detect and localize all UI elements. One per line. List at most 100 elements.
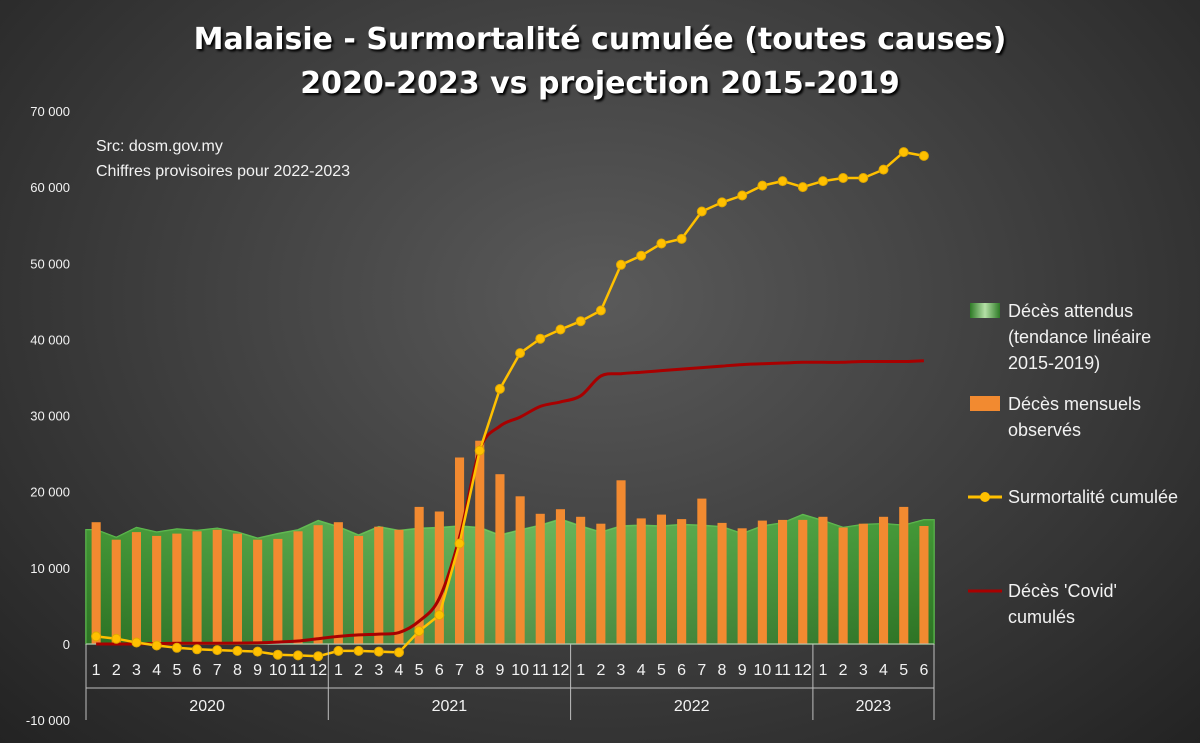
excess-mortality-point (313, 651, 324, 662)
covid-deaths-line (96, 359, 924, 646)
x-month-label: 7 (697, 662, 706, 679)
y-axis: -10 000 0 10 000 20 000 30 000 40 000 50 000 60… (26, 104, 70, 728)
x-month-label: 2 (112, 662, 121, 679)
x-month-label: 6 (677, 662, 686, 679)
x-month-label: 1 (576, 662, 585, 679)
observed-bar (111, 539, 121, 644)
excess-mortality-point (595, 305, 606, 316)
observed-bar (535, 513, 545, 644)
y-tick-label: -10 000 (26, 713, 70, 728)
excess-mortality-point (636, 250, 647, 261)
observed-bar (354, 535, 364, 644)
observed-bar (313, 525, 323, 644)
x-month-label: 4 (395, 662, 404, 679)
x-year-label: 2022 (674, 698, 710, 715)
x-month-label: 6 (919, 662, 928, 679)
excess-mortality-point (434, 610, 445, 621)
observed-bar (394, 529, 404, 644)
x-month-label: 8 (233, 662, 242, 679)
observed-bar (919, 526, 929, 644)
legend-swatch-expected (970, 303, 1000, 318)
excess-mortality-point (757, 180, 768, 191)
x-month-label: 8 (475, 662, 484, 679)
legend-label-observed: Décès mensuels observés (1008, 394, 1142, 440)
x-month-label: 4 (152, 662, 161, 679)
x-month-label: 3 (859, 662, 868, 679)
y-tick-label: 20 000 (30, 485, 70, 500)
excess-mortality-point (575, 316, 586, 327)
excess-mortality-point (131, 637, 142, 648)
x-month-label: 8 (718, 662, 727, 679)
observed-bar (273, 538, 283, 644)
observed-bar (172, 533, 182, 644)
legend-label-expected: Décès attendus (tendance linéaire 2015-2… (1008, 301, 1152, 373)
observed-bar (414, 506, 424, 644)
excess-mortality-point (676, 233, 687, 244)
y-tick-label: 40 000 (30, 332, 70, 347)
provisional-note: Chiffres provisoires pour 2022-2023 (96, 163, 351, 180)
excess-mortality-point (515, 348, 526, 359)
y-tick-label: 10 000 (30, 561, 70, 576)
observed-bar (455, 457, 465, 644)
excess-mortality-point (838, 173, 849, 183)
x-month-label: 11 (290, 662, 307, 679)
observed-bar (152, 535, 162, 644)
observed-bar (636, 518, 646, 644)
observed-bar (131, 532, 141, 644)
y-tick-label: 0 (63, 637, 70, 652)
y-tick-label: 70 000 (30, 104, 70, 119)
x-month-label: 5 (415, 662, 424, 679)
x-month-label: 3 (132, 662, 141, 679)
observed-bar (757, 520, 767, 644)
x-axis: 1 2 3 4 5 6 7 8 9 10 11 12 1 2 3 4 5 6 7 8 9 10 11 12 1 2 3 4 5 6 7 8 9 1… (85, 644, 935, 720)
observed-deaths-bars (86, 440, 934, 645)
x-year-label: 2021 (432, 698, 468, 715)
excess-mortality-point (777, 176, 788, 187)
x-year-label: 2023 (856, 698, 892, 715)
legend-swatch-excess (968, 492, 1002, 502)
observed-bar (737, 528, 747, 644)
excess-mortality-point (656, 238, 667, 249)
excess-mortality-point (696, 206, 707, 217)
excess-mortality-point (212, 645, 223, 656)
legend-label-covid: Décès 'Covid' cumulés (1008, 581, 1117, 627)
covid-deaths-path (96, 359, 924, 646)
x-month-label: 6 (435, 662, 444, 679)
y-tick-label: 50 000 (30, 256, 70, 271)
y-tick-label: 30 000 (30, 409, 70, 424)
excess-mortality-point (252, 646, 263, 657)
excess-mortality-point (878, 164, 889, 175)
excess-mortality-point (818, 176, 828, 187)
x-month-label: 11 (532, 662, 549, 679)
x-month-label: 3 (617, 662, 626, 679)
excess-mortality-point (353, 645, 364, 656)
observed-bar (333, 522, 343, 644)
observed-bar (697, 498, 707, 644)
x-month-label: 1 (334, 662, 343, 679)
observed-bar (656, 514, 666, 644)
excess-mortality-point (171, 642, 182, 653)
legend-swatch-observed (970, 396, 1000, 411)
x-month-label: 12 (309, 662, 327, 679)
observed-bar (293, 531, 303, 644)
x-month-label: 9 (253, 662, 262, 679)
excess-mortality-point (373, 646, 384, 657)
excess-mortality-point (535, 333, 546, 344)
chart-title-line1: Malaisie - Surmortalité cumulée (toutes … (193, 22, 1007, 57)
x-month-label: 5 (899, 662, 908, 679)
source-note: Src: dosm.gov.my (96, 138, 223, 155)
x-month-label: 5 (172, 662, 181, 679)
x-month-label: 1 (92, 662, 101, 679)
excess-mortality-point (898, 147, 909, 158)
observed-bar (475, 440, 485, 644)
excess-mortality-point (737, 190, 748, 201)
observed-bar (495, 474, 505, 644)
x-month-label: 12 (794, 662, 812, 679)
x-month-label: 6 (193, 662, 202, 679)
excess-mortality-point (111, 633, 122, 644)
x-month-label: 10 (511, 662, 529, 679)
excess-mortality-line (91, 147, 929, 662)
x-month-label: 4 (879, 662, 888, 679)
excess-mortality-point (232, 645, 243, 656)
excess-mortality-point (293, 650, 303, 661)
